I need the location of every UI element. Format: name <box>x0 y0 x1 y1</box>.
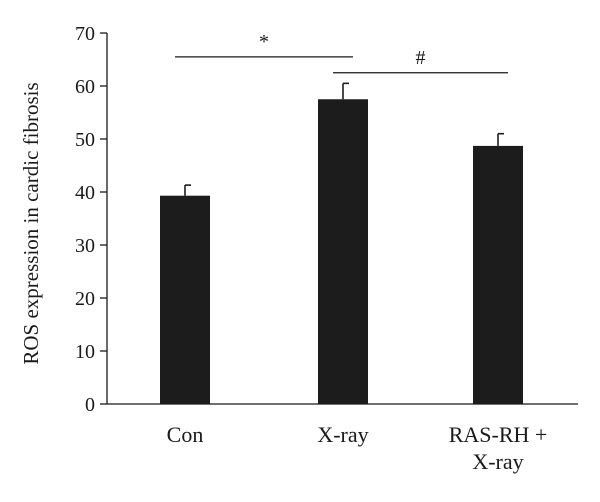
bar <box>318 99 368 404</box>
x-category-label: X-ray <box>317 422 368 447</box>
significance-label: # <box>416 47 426 69</box>
significance-label: * <box>259 31 269 53</box>
x-category-label: RAS-RH + <box>449 422 548 447</box>
bar <box>160 195 210 404</box>
x-category-label: X-ray <box>472 449 523 474</box>
y-tick-label: 40 <box>75 182 95 204</box>
y-tick-label: 20 <box>75 288 95 310</box>
y-axis-title: ROS expression in cardic fibrosis <box>19 82 43 364</box>
y-tick-label: 10 <box>75 341 95 363</box>
y-tick-label: 30 <box>75 235 95 257</box>
y-tick-label: 60 <box>75 76 95 98</box>
bars <box>160 99 523 404</box>
x-category-label: Con <box>167 422 204 447</box>
y-tick-label: 50 <box>75 129 95 151</box>
y-axis: 0 10 20 30 40 50 60 70 <box>75 23 108 416</box>
y-tick-label: 70 <box>75 23 95 45</box>
x-axis: Con X-ray RAS-RH +X-ray <box>107 403 578 474</box>
bar <box>473 145 523 404</box>
error-bars <box>184 82 504 196</box>
significance-markers: *# <box>175 31 508 74</box>
y-tick-label: 0 <box>85 394 95 416</box>
